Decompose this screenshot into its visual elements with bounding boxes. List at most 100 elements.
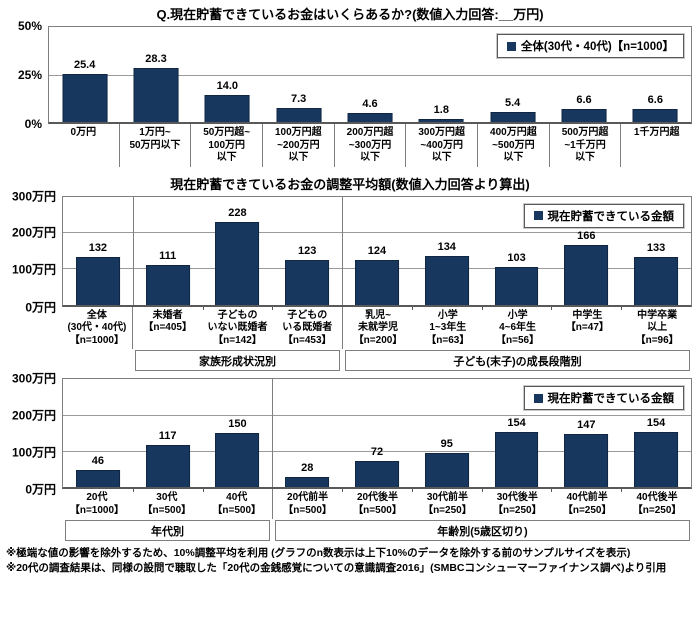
y-tick-label: 0万円 bbox=[25, 482, 56, 497]
legend-swatch-icon bbox=[533, 393, 543, 403]
chart-title: Q.現在貯蓄できているお金はいくらあるか?(数値入力回答:__万円) bbox=[156, 7, 544, 22]
plot-area: 132 111 228 123 124 134 103 166 133 現在貯蓄できている金額 bbox=[62, 195, 692, 310]
category-label: 1万円~ 50万円以下 bbox=[118, 124, 191, 167]
axis-tick bbox=[132, 487, 134, 492]
bar bbox=[145, 444, 190, 487]
bar bbox=[634, 431, 679, 487]
footnotes: ※極端な値の影響を除外するため、10%調整平均を利用 (グラフのn数表示は上下1… bbox=[6, 546, 700, 576]
savings-survey-report: Q.現在貯蓄できているお金はいくらあるか?(数値入力回答:__万円) 50% 25%… bbox=[0, 4, 700, 576]
category-label: 200万円超 ~300万円 以下 bbox=[333, 124, 406, 167]
bar-slot: 28.3 bbox=[120, 27, 191, 122]
bar-value-label: 166 bbox=[577, 229, 596, 242]
axis-tick bbox=[481, 304, 483, 310]
bar-slot: 1.8 bbox=[406, 27, 477, 122]
chart-2: 現在貯蓄できているお金の調整平均額(数値入力回答より算出) 300万円 200万円 1… bbox=[0, 174, 700, 371]
legend-swatch-icon bbox=[506, 41, 516, 51]
category-label: 20代前半 【n=500】 bbox=[271, 489, 343, 519]
bar-slot: 111 bbox=[133, 197, 203, 305]
category-label: 乳児~ 未就学児 【n=200】 bbox=[342, 306, 413, 349]
bar bbox=[424, 452, 469, 487]
x-axis-labels: 0万円 1万円~ 50万円以下 50万円超~ 100万円 以下 100万円超 ~200… bbox=[48, 124, 692, 167]
category-label: 500万円超 ~1千万円 以下 bbox=[548, 124, 621, 167]
y-tick-label: 300万円 bbox=[11, 189, 56, 203]
axis-spacer bbox=[0, 519, 62, 541]
charts-container: Q.現在貯蓄できているお金はいくらあるか?(数値入力回答:__万円) 50% 25%… bbox=[0, 4, 700, 541]
bar-value-label: 72 bbox=[370, 446, 384, 459]
chart-1: Q.現在貯蓄できているお金はいくらあるか?(数値入力回答:__万円) 50% 25%… bbox=[0, 4, 700, 167]
bar-value-label: 154 bbox=[507, 416, 526, 429]
bar bbox=[285, 476, 330, 487]
bar-slot: 4.6 bbox=[334, 27, 405, 122]
bar-slot: 117 bbox=[133, 379, 203, 487]
bar-slot: 5.4 bbox=[477, 27, 548, 122]
bar-value-label: 124 bbox=[367, 244, 387, 257]
bar-slot: 228 bbox=[203, 197, 273, 305]
category-label: 小学 1~3年生 【n=63】 bbox=[426, 309, 470, 346]
plot-area: 25.4 28.3 14.0 7.3 4.6 1.8 5.4 6.6 6.6 全体(30代・40代… bbox=[48, 26, 692, 124]
bar bbox=[418, 118, 464, 122]
y-axis: 300万円 200万円 100万円 0万円 bbox=[0, 372, 62, 497]
y-tick-label: 0万円 bbox=[25, 300, 56, 314]
bar bbox=[355, 461, 399, 487]
bar bbox=[634, 256, 679, 305]
x-row: 0万円 1万円~ 50万円以下 50万円超~ 100万円 以下 100万円超 ~200… bbox=[0, 124, 700, 167]
category-label: 30代後半 【n=250】 bbox=[492, 492, 542, 516]
legend: 現在貯蓄できている金額 bbox=[522, 202, 685, 229]
bar-slot: 154 bbox=[621, 379, 691, 487]
plot-row: 50% 25% 0% 25.4 28.3 14.0 7.3 4.6 1.8 5.4 6.6 6.6 全体… bbox=[0, 19, 700, 131]
bar bbox=[62, 73, 108, 122]
y-tick-label: 25% bbox=[17, 68, 42, 82]
gridline bbox=[63, 232, 691, 234]
bar-slot: 154 bbox=[482, 379, 552, 487]
axis-tick bbox=[411, 487, 413, 492]
x-row: 家族形成状況別 子ども(末子)の成長段階別 bbox=[0, 349, 700, 371]
bar bbox=[564, 434, 609, 487]
bar-value-label: 6.6 bbox=[576, 94, 592, 107]
bar-value-label: 134 bbox=[437, 241, 456, 254]
bar-value-label: 103 bbox=[507, 252, 526, 265]
bar bbox=[75, 256, 120, 305]
category-label: 40代前半 【n=250】 bbox=[562, 492, 612, 516]
legend-label: 現在貯蓄できている金額 bbox=[547, 210, 675, 223]
category-label: 400万円超 ~500万円 以下 bbox=[477, 124, 549, 167]
bar-slot: 147 bbox=[551, 379, 621, 487]
bar-value-label: 133 bbox=[646, 241, 666, 254]
legend: 現在貯蓄できている金額 bbox=[522, 385, 685, 411]
group-separator-line bbox=[342, 196, 344, 305]
chart-title: 現在貯蓄できているお金の調整平均額(数値入力回答より算出) bbox=[170, 176, 530, 192]
group-label: 家族形成状況別 bbox=[134, 350, 340, 371]
plot-row: 300万円 200万円 100万円 0万円 132 111 228 123 124 134 103 1… bbox=[0, 189, 700, 314]
group-label: 年代別 bbox=[65, 520, 270, 541]
category-label: 30代前半 【n=250】 bbox=[423, 492, 472, 516]
footnote-adjusted-mean: ※極端な値の影響を除外するため、10%調整平均を利用 (グラフのn数表示は上下1… bbox=[6, 547, 631, 559]
bar-value-label: 4.6 bbox=[362, 98, 378, 111]
legend-label: 現在貯蓄できている金額 bbox=[547, 393, 675, 405]
bar-slot: 103 bbox=[482, 197, 552, 305]
axis-tick bbox=[342, 487, 344, 492]
axis-tick bbox=[202, 487, 204, 492]
bar bbox=[276, 108, 322, 122]
axis-tick bbox=[411, 304, 413, 310]
gridline bbox=[63, 450, 691, 452]
category-label: 20代 【n=1000】 bbox=[69, 492, 125, 516]
bar-slot: 150 bbox=[203, 379, 273, 487]
bar bbox=[494, 431, 539, 487]
group-label: 子ども(末子)の成長段階別 bbox=[344, 350, 690, 371]
category-label: 全体 (30代・40代) 【n=1000】 bbox=[67, 309, 127, 346]
legend-label: 全体(30代・40代)【n=1000】 bbox=[520, 41, 674, 53]
bar-value-label: 28.3 bbox=[145, 53, 167, 66]
x-row: 20代 【n=1000】 30代 【n=500】 40代 【n=500】 20代前半 … bbox=[0, 489, 700, 519]
category-label: 20代後半 【n=500】 bbox=[353, 492, 402, 516]
bar-slot: 25.4 bbox=[49, 27, 120, 122]
bar-slot: 7.3 bbox=[263, 27, 334, 122]
bar-value-label: 154 bbox=[646, 416, 666, 429]
category-label: 子どもの いる既婚者 【n=453】 bbox=[282, 309, 333, 346]
bar bbox=[424, 256, 469, 305]
gridline bbox=[63, 414, 691, 416]
bar-value-label: 111 bbox=[159, 249, 177, 262]
bar-slot: 14.0 bbox=[192, 27, 263, 122]
bar-value-label: 150 bbox=[228, 418, 247, 430]
y-axis: 300万円 200万円 100万円 0万円 bbox=[0, 189, 62, 314]
bar-value-label: 5.4 bbox=[505, 96, 521, 109]
category-label: 未婚者 【n=405】 bbox=[131, 306, 203, 349]
